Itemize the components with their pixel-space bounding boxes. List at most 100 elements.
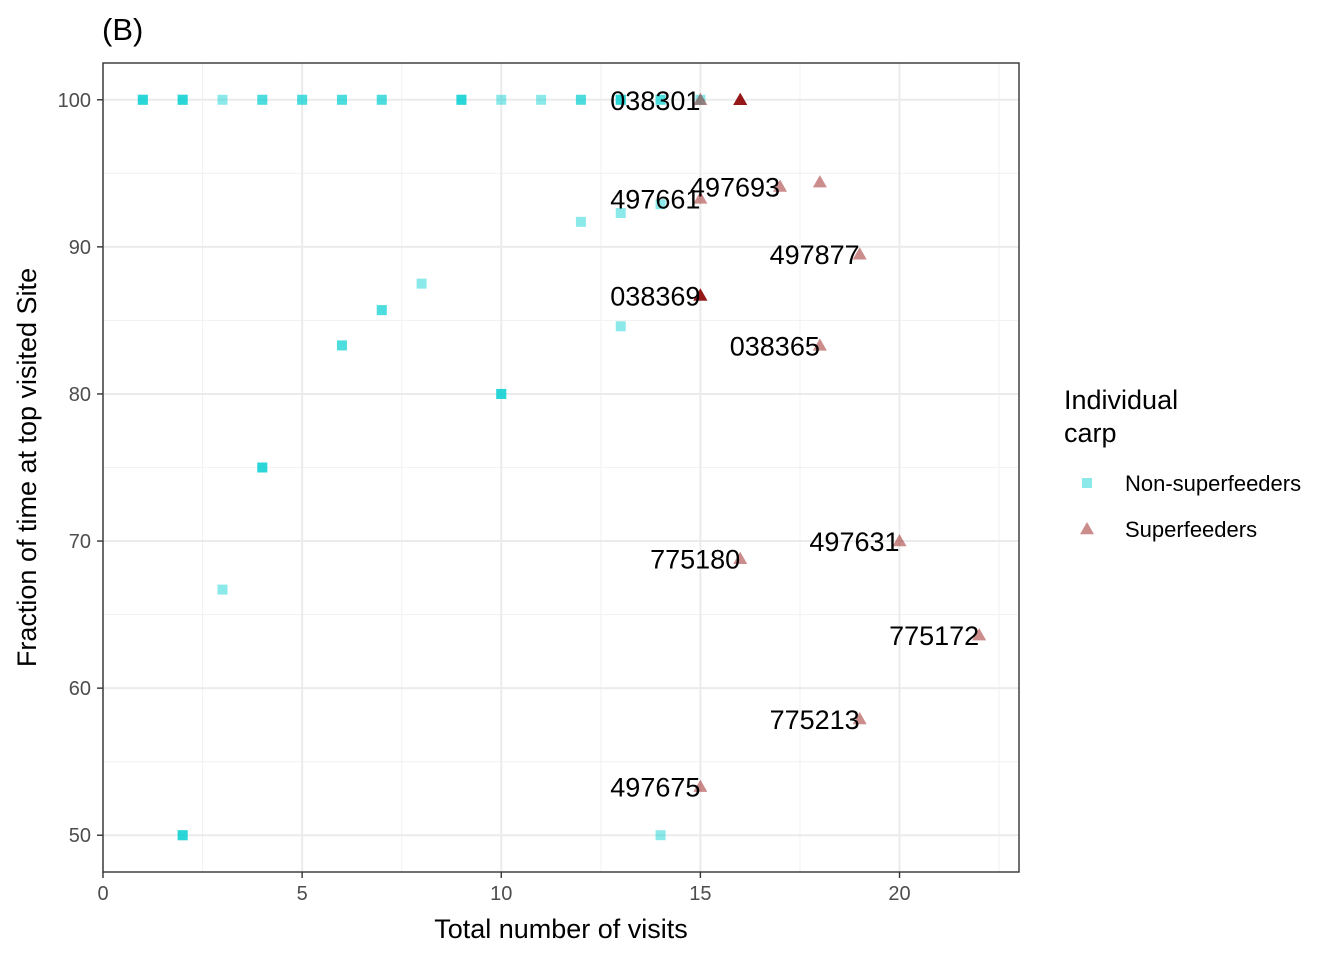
non-superfeeder-point <box>177 94 188 105</box>
point-label: 038301 <box>610 86 700 116</box>
non-superfeeder-point <box>257 462 268 473</box>
y-tick-label: 50 <box>69 825 91 847</box>
non-superfeeder-point <box>615 94 626 105</box>
superfeeder-point <box>693 191 708 204</box>
non-superfeeder-point <box>217 94 228 105</box>
x-tick-label: 5 <box>297 883 308 905</box>
non-superfeeder-point <box>336 340 347 351</box>
non-superfeeder-point <box>336 94 347 105</box>
non-superfeeder-point <box>615 94 626 105</box>
non-superfeeder-point <box>257 94 268 105</box>
point-label: 497693 <box>690 173 780 203</box>
superfeeder-point <box>693 92 708 106</box>
point-label: 497631 <box>809 527 899 557</box>
non-superfeeder-point <box>655 199 666 210</box>
non-superfeeder-point <box>456 94 467 105</box>
x-tick-label: 20 <box>888 883 910 905</box>
legend-label: Superfeeders <box>1125 517 1257 542</box>
non-superfeeder-point <box>615 208 626 219</box>
legend-entries: Non-superfeeders Superfeeders <box>1080 471 1301 542</box>
legend-title-line-1: Individual <box>1064 385 1178 415</box>
x-tick-label: 0 <box>97 883 108 905</box>
superfeeder-point <box>693 288 708 301</box>
non-superfeeder-point <box>177 830 188 841</box>
point-label: 038365 <box>730 331 820 361</box>
x-axis-title: Total number of visits <box>434 914 688 944</box>
point-label: 775172 <box>889 621 979 651</box>
superfeeder-point <box>773 179 788 192</box>
x-tick-label: 15 <box>689 883 711 905</box>
superfeeder-point <box>852 247 867 260</box>
non-superfeeder-point <box>575 94 586 105</box>
y-tick-label: 70 <box>69 531 91 553</box>
non-superfeeder-point <box>536 94 547 105</box>
non-superfeeder-point <box>416 278 427 289</box>
superfeeder-point <box>972 628 987 641</box>
legend-title-line-2: carp <box>1064 418 1117 448</box>
non-superfeeder-point <box>615 94 626 105</box>
non-superfeeder-point <box>376 94 387 105</box>
point-label: 038369 <box>610 281 700 311</box>
superfeeder-point <box>812 175 827 188</box>
panel-title: (B) <box>102 12 143 47</box>
point-label: 775213 <box>770 705 860 735</box>
non-superfeeder-point <box>177 830 188 841</box>
non-superfeeder-point <box>297 94 308 105</box>
superfeeder-point <box>733 92 748 106</box>
superfeeder-point <box>892 534 907 547</box>
non-superfeeder-point <box>257 462 268 473</box>
non-superfeeder-point <box>257 94 268 105</box>
superfeeder-point <box>693 288 708 301</box>
non-superfeeder-point <box>655 94 666 105</box>
non-superfeeder-point <box>336 340 347 351</box>
y-tick-label: 100 <box>58 90 91 112</box>
non-superfeeder-point <box>257 462 268 473</box>
non-superfeeder-point <box>177 94 188 105</box>
superfeeder-point <box>733 92 748 106</box>
superfeeder-point <box>852 712 867 725</box>
y-axis-title: Fraction of time at top visited Site <box>12 268 42 667</box>
point-label: 497877 <box>770 240 860 270</box>
panel-border <box>102 62 1020 873</box>
legend: Individual carp Non-superfeeders Superfee… <box>1064 385 1301 542</box>
non-superfeeder-point <box>496 388 507 399</box>
y-tick-label: 80 <box>69 384 91 406</box>
legend-label: Non-superfeeders <box>1125 471 1301 496</box>
legend-key-square <box>1082 478 1092 488</box>
superfeeder-point <box>693 288 708 301</box>
non-superfeeder-point <box>496 94 507 105</box>
superfeeder-point <box>693 779 708 792</box>
y-tick-label: 90 <box>69 237 91 259</box>
superfeeder-point <box>733 551 748 564</box>
non-superfeeder-point <box>695 94 706 105</box>
non-superfeeder-point <box>496 388 507 399</box>
point-label: 775180 <box>650 545 740 575</box>
non-superfeeder-point <box>575 94 586 105</box>
non-superfeeder-point <box>615 321 626 332</box>
non-superfeeder-point <box>137 94 148 105</box>
non-superfeeder-point <box>376 94 387 105</box>
superfeeder-point <box>733 92 748 106</box>
non-superfeeder-point <box>217 584 228 595</box>
non-superfeeder-point <box>655 94 666 105</box>
y-tick-label: 60 <box>69 678 91 700</box>
non-superfeeder-point <box>177 830 188 841</box>
non-superfeeder-point <box>177 94 188 105</box>
point-label: 497675 <box>610 773 700 803</box>
non-superfeeder-point <box>496 388 507 399</box>
point-label: 497661 <box>610 184 700 214</box>
non-superfeeder-point <box>376 305 387 316</box>
non-superfeeder-point <box>137 94 148 105</box>
non-superfeeder-point <box>575 216 586 227</box>
superfeeder-point <box>693 288 708 301</box>
non-superfeeder-point <box>456 94 467 105</box>
non-superfeeder-point <box>137 94 148 105</box>
non-superfeeder-point <box>655 830 666 841</box>
non-superfeeder-point <box>456 94 467 105</box>
x-tick-label: 10 <box>490 883 512 905</box>
axes: 0 5 10 15 20 50 60 70 80 90 100 <box>58 90 911 905</box>
non-superfeeder-point <box>336 94 347 105</box>
